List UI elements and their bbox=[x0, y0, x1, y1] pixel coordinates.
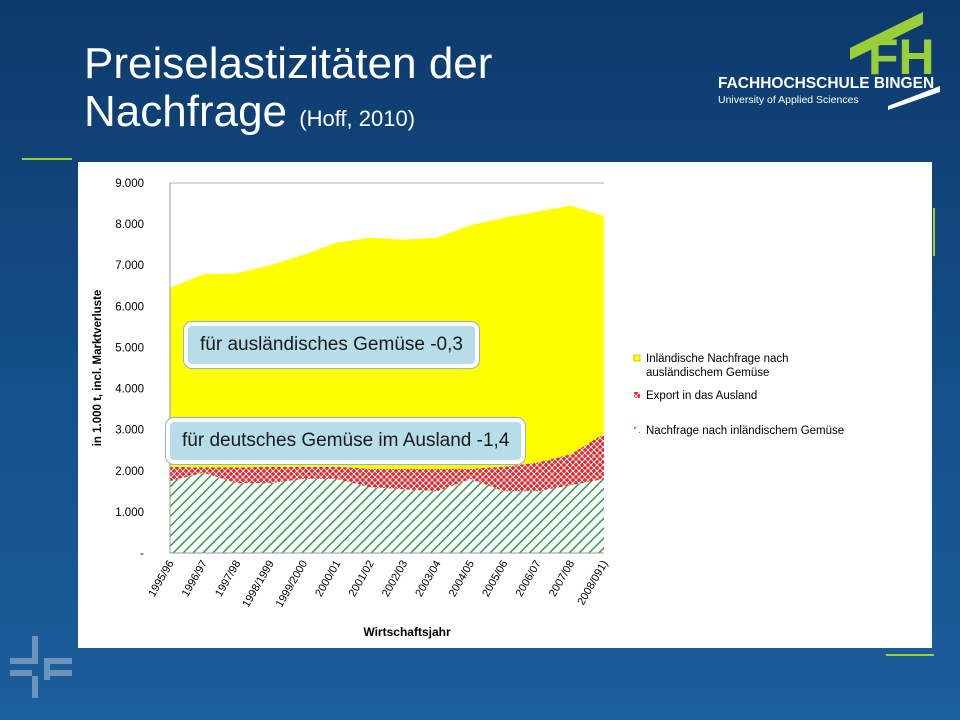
y-tick-label: 2.000 bbox=[115, 466, 144, 478]
callout-foreign-elasticity: für ausländisches Gemüse -0,3 bbox=[184, 322, 479, 368]
x-tick-label: 1999/2000 bbox=[274, 559, 310, 610]
accent-line-left bbox=[22, 158, 72, 160]
y-tick-label: 6.000 bbox=[115, 301, 144, 313]
x-tick-label: 2008/091) bbox=[575, 559, 610, 608]
legend-swatch bbox=[633, 354, 641, 362]
y-tick-label: 5.000 bbox=[115, 342, 144, 354]
title-citation: (Hoff, 2010) bbox=[299, 106, 416, 131]
y-tick-label: - bbox=[140, 548, 144, 560]
title-line-1: Preiselastizitäten der bbox=[84, 39, 493, 88]
callout-german-elasticity: für deutsches Gemüse im Ausland -1,4 bbox=[166, 418, 526, 464]
series-area-domestic-demand bbox=[170, 472, 604, 553]
x-tick-label: 2007/08 bbox=[547, 559, 577, 599]
x-tick-label: 2000/01 bbox=[313, 559, 343, 599]
x-tick-label: 1998/1999 bbox=[240, 559, 276, 610]
fh-corner-icon bbox=[10, 636, 72, 698]
legend-label: Inländische Nachfrage nach bbox=[646, 353, 789, 365]
legend-label: Export in das Ausland bbox=[646, 390, 757, 402]
logo-mark: FH bbox=[868, 29, 935, 85]
x-tick-label: 1996/97 bbox=[180, 559, 210, 599]
y-tick-label: 3.000 bbox=[115, 425, 144, 437]
y-axis-title: in 1.000 t, incl. Marktverluste bbox=[92, 290, 104, 447]
slide-title: Preiselastizitäten der Nachfrage (Hoff, … bbox=[84, 40, 492, 143]
logo-name: FACHHOCHSCHULE BINGEN bbox=[718, 75, 934, 92]
fh-bingen-logo: FH FACHHOCHSCHULE BINGEN University of A… bbox=[718, 10, 948, 110]
stacked-area-chart: - 1.000 2.000 3.000 4.000 5.000 6.000 7.000 8.00… bbox=[92, 178, 844, 639]
legend-label: Nachfrage nach inländischem Gemüse bbox=[646, 425, 844, 437]
chart-panel: - 1.000 2.000 3.000 4.000 5.000 6.000 7.000 8.00… bbox=[78, 162, 932, 648]
accent-line-bottom-right bbox=[886, 654, 934, 656]
logo-graphic: FH FACHHOCHSCHULE BINGEN University of A… bbox=[718, 12, 940, 110]
y-tick-label: 8.000 bbox=[115, 219, 144, 231]
x-axis-title: Wirtschaftsjahr bbox=[363, 625, 451, 639]
x-tick-label: 2002/03 bbox=[380, 559, 410, 599]
y-tick-label: 9.000 bbox=[115, 178, 144, 190]
x-tick-label: 2004/05 bbox=[447, 559, 477, 599]
x-tick-label: 2006/07 bbox=[514, 559, 544, 599]
legend-swatch bbox=[634, 392, 640, 398]
y-tick-label: 4.000 bbox=[115, 384, 144, 396]
legend-swatch bbox=[634, 427, 640, 433]
logo-tagline: University of Applied Sciences bbox=[718, 94, 859, 106]
series-area-export bbox=[170, 433, 604, 492]
legend-label: ausländischem Gemüse bbox=[646, 367, 769, 379]
x-tick-label: 2003/04 bbox=[413, 559, 443, 599]
x-tick-label: 2005/06 bbox=[480, 559, 510, 599]
y-tick-label: 7.000 bbox=[115, 260, 144, 272]
y-tick-label: 1.000 bbox=[115, 507, 144, 519]
x-tick-label: 1997/98 bbox=[213, 559, 243, 599]
title-line-2: Nachfrage bbox=[84, 87, 288, 136]
x-tick-label: 2001/02 bbox=[347, 559, 377, 599]
x-tick-label: 1995/96 bbox=[146, 559, 176, 599]
accent-line-right-vertical bbox=[933, 208, 935, 256]
